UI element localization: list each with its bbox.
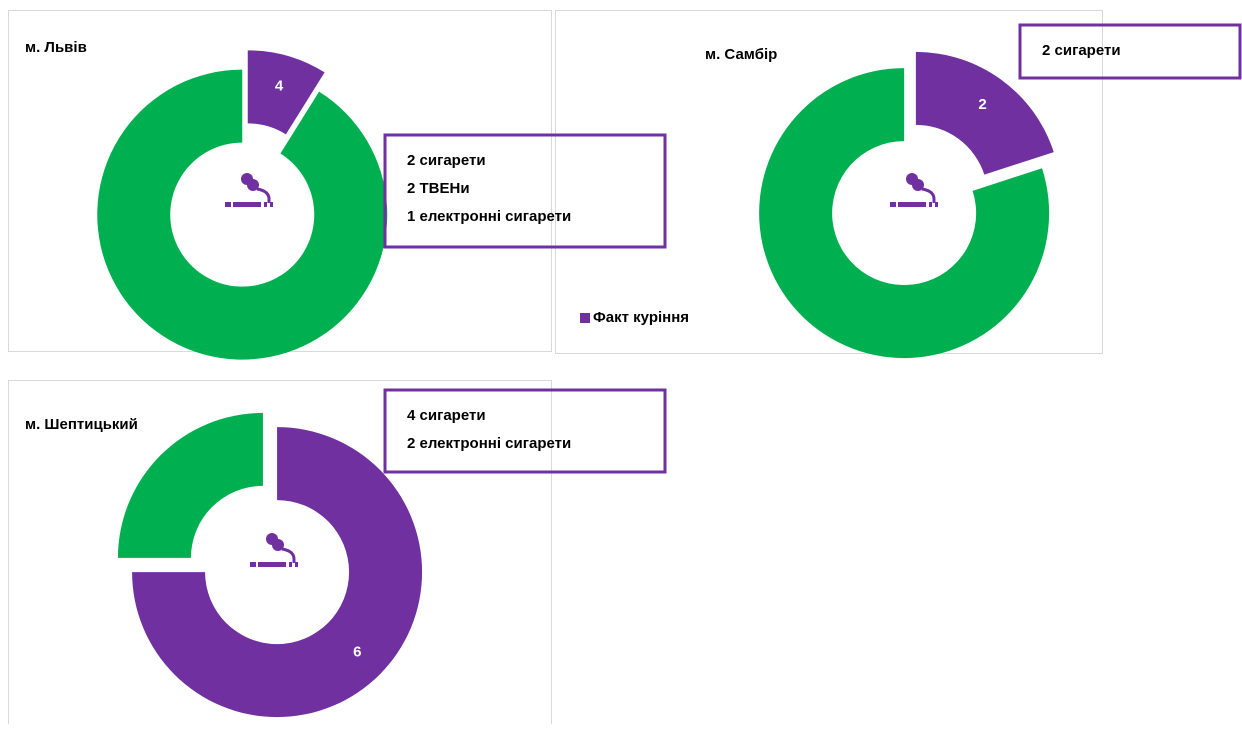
icon-part	[289, 562, 292, 567]
legend-swatch	[580, 313, 590, 323]
icon-part	[233, 202, 261, 207]
annotation-line: 2 сигарети	[1042, 42, 1121, 59]
icon-part	[929, 202, 932, 207]
icon-part	[272, 539, 284, 551]
icon-part	[258, 562, 286, 567]
donuts	[97, 50, 1054, 718]
annotation-line: 2 електронні сигарети	[407, 435, 571, 452]
smoking-icon	[225, 173, 273, 207]
smoking-icon	[890, 173, 938, 207]
annotation-box	[383, 133, 667, 249]
donut-slice	[97, 69, 388, 360]
icon-part	[247, 179, 259, 191]
icon-part	[935, 202, 938, 207]
data-label: 6	[353, 643, 361, 660]
annotation-line: 4 сигарети	[407, 407, 486, 424]
icon-part	[912, 179, 924, 191]
smoking-icon	[250, 533, 298, 567]
annotation-box	[1018, 23, 1242, 80]
icon-part	[281, 547, 296, 563]
icons	[225, 173, 938, 567]
annotation-line: 2 ТВЕНи	[407, 180, 470, 197]
panel	[8, 380, 552, 729]
data-label: 2	[978, 96, 986, 113]
icon-part	[890, 202, 896, 207]
chart-title: м. Самбір	[705, 46, 777, 63]
icon-part	[898, 202, 926, 207]
icon-part	[921, 187, 936, 203]
annotation-line: 2 сигарети	[407, 152, 486, 169]
icon-part	[264, 202, 267, 207]
donut-slice	[247, 50, 325, 135]
icon-part	[295, 562, 298, 567]
icon-part	[225, 202, 231, 207]
donut-slice	[132, 427, 423, 718]
donut-slice	[117, 412, 263, 558]
donut-slice	[915, 51, 1054, 175]
annotation-line: 1 електронні сигарети	[407, 208, 571, 225]
annotation-box	[383, 388, 667, 474]
data-label: 4	[275, 77, 284, 94]
donut-slice	[759, 68, 1050, 359]
legend-label: Факт куріння	[593, 309, 689, 326]
icon-part	[256, 187, 271, 203]
chart-title: м. Львів	[25, 39, 87, 56]
panel	[555, 10, 1103, 354]
icon-part	[250, 562, 256, 567]
chart-title: м. Шептицький	[25, 416, 138, 433]
icon-part	[270, 202, 273, 207]
